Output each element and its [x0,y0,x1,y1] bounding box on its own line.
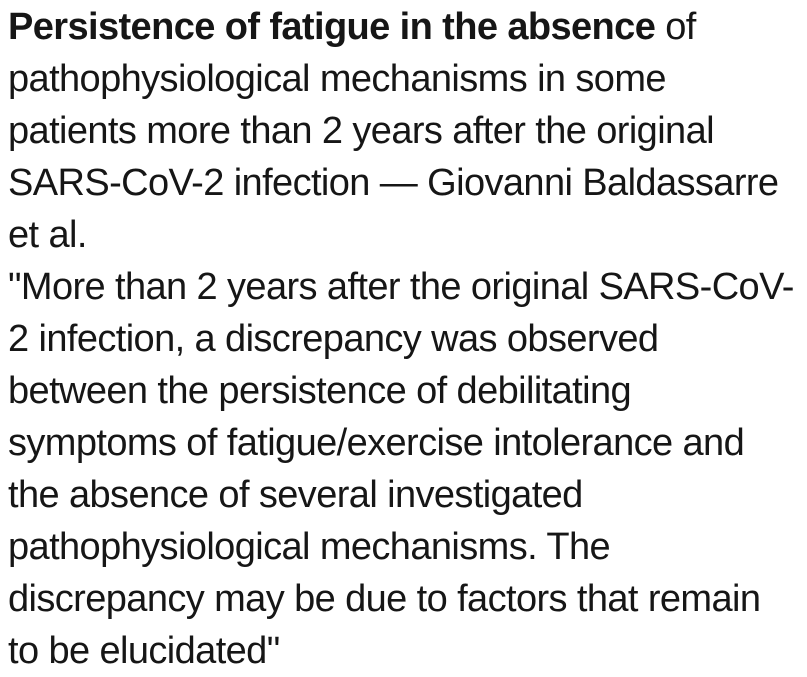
quote-line-4: symptoms of fatigue/exercise intolerance… [8,422,745,464]
heading-line-5: et al. [8,214,87,256]
heading-line-4: SARS-CoV-2 infection — Giovanni Baldassa… [8,162,779,204]
quote-line-6: pathophysiological mechanisms. The [8,526,611,568]
quote-line-5: the absence of several investigated [8,474,583,516]
heading-line-2: pathophysiological mechanisms in some [8,58,667,100]
heading-rest-text: of [655,6,696,48]
quote-line-7: discrepancy may be due to factors that r… [8,578,761,620]
quote-line-3: between the persistence of debilitating [8,370,632,412]
quote-line-1: "More than 2 years after the original SA… [8,266,794,308]
heading-line-1: Persistence of fatigue in the absence of [8,1,807,53]
quote-line-2: 2 infection, a discrepancy was observed [8,318,659,360]
heading-bold-text: Persistence of fatigue in the absence [8,6,656,48]
quote-line-8: to be elucidated" [8,630,280,672]
heading-line-3: patients more than 2 years after the ori… [8,110,715,152]
